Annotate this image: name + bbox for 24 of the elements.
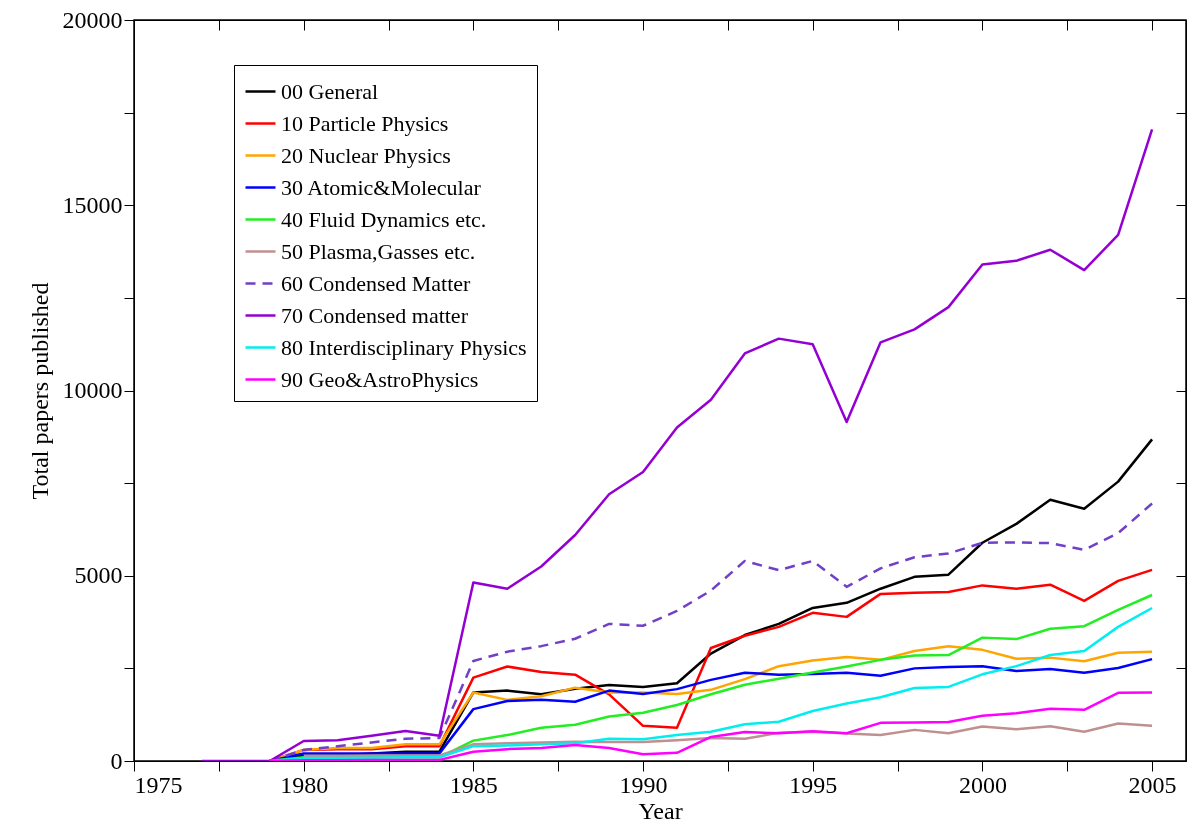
legend-label: 10 Particle Physics xyxy=(281,110,449,136)
legend-label: 60 Condensed Matter xyxy=(281,270,472,296)
x-tick-label: 2005 xyxy=(1128,771,1177,798)
legend-label: 40 Fluid Dynamics etc. xyxy=(281,206,487,232)
x-tick-label: 1980 xyxy=(280,771,329,798)
legend-label: 20 Nuclear Physics xyxy=(281,142,451,168)
legend-label: 50 Plasma,Gasses etc. xyxy=(281,238,476,264)
legend-label: 70 Condensed matter xyxy=(281,302,469,328)
y-tick-label: 0 xyxy=(110,747,123,774)
x-axis-title: Year xyxy=(638,797,683,824)
x-tick-label: 1990 xyxy=(619,771,668,798)
y-tick-label: 20000 xyxy=(62,6,123,33)
legend-label: 80 Interdisciplinary Physics xyxy=(281,334,527,360)
y-tick-label: 15000 xyxy=(62,191,123,218)
legend-label: 90 Geo&AstroPhysics xyxy=(281,366,479,392)
y-tick-label: 10000 xyxy=(62,377,123,403)
legend-label: 30 Atomic&Molecular xyxy=(281,174,482,200)
y-axis-title: Total papers published xyxy=(26,282,53,500)
x-tick-label: 1995 xyxy=(789,771,838,798)
legend-label: 00 General xyxy=(281,78,379,104)
y-tick-label: 5000 xyxy=(74,562,123,589)
x-tick-label: 1975 xyxy=(134,771,183,798)
x-tick-label: 2000 xyxy=(958,771,1007,798)
x-tick-label: 1985 xyxy=(449,771,498,798)
